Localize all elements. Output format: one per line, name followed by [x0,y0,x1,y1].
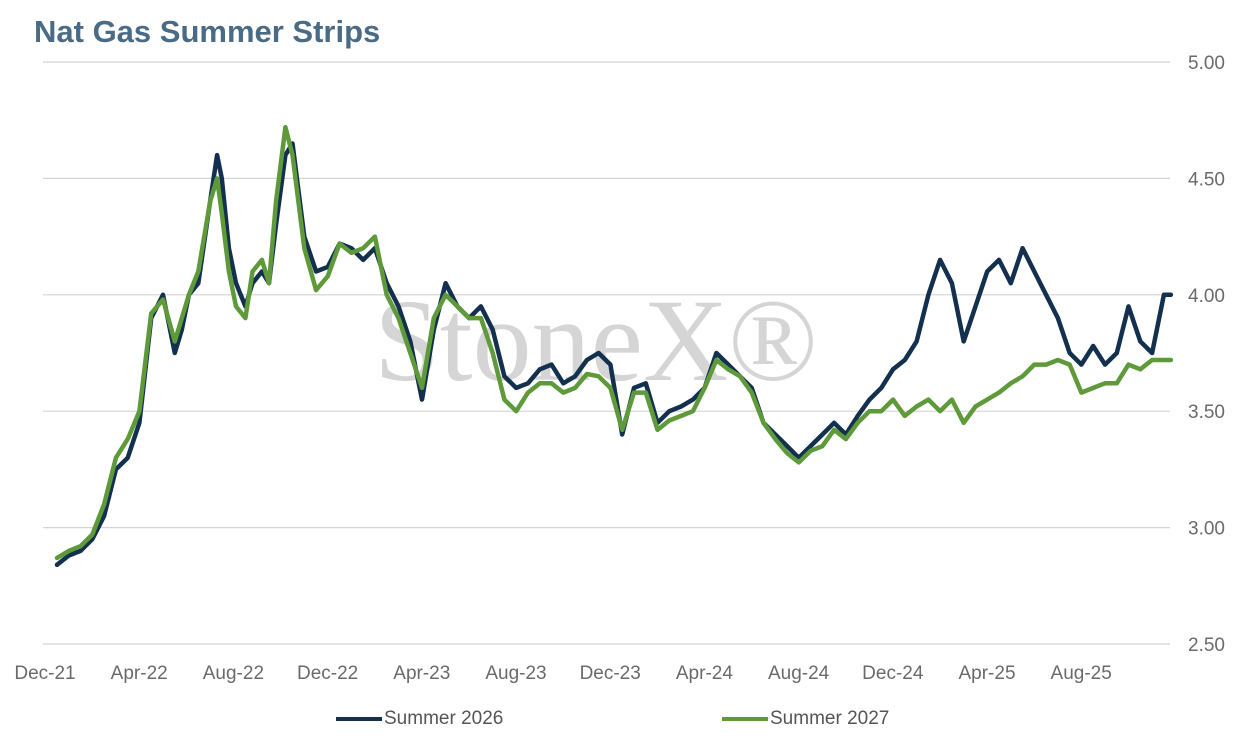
y-tick-label: 3.50 [1188,402,1225,423]
y-tick-label: 2.50 [1188,635,1225,656]
x-tick-label: Aug-23 [485,663,546,684]
legend-swatch-summer-2026 [336,717,382,721]
legend-label-summer-2027: Summer 2027 [770,708,890,729]
y-axis: 2.50 3.00 3.50 4.00 4.50 5.00 [1188,53,1225,656]
x-tick-label: Apr-24 [676,663,733,684]
legend-label-summer-2026: Summer 2026 [384,708,504,729]
x-tick-label: Aug-25 [1051,663,1112,684]
y-tick-label: 3.00 [1188,519,1225,540]
series-layer [54,124,1174,568]
x-tick-label: Aug-24 [768,663,830,684]
x-tick-label: Dec-23 [580,663,641,684]
grid-layer [43,61,1170,645]
x-tick-label: Dec-24 [862,663,924,684]
x-tick-label: Apr-23 [393,663,450,684]
chart-title: Nat Gas Summer Strips [34,14,381,49]
legend-swatch-summer-2027 [722,717,768,721]
series-line-summer-2027 [54,124,1174,561]
series-line-summer-2026 [54,141,1174,568]
x-tick-label: Dec-21 [14,663,75,684]
y-tick-label: 5.00 [1188,53,1225,74]
y-tick-label: 4.00 [1188,286,1225,307]
x-tick-label: Apr-25 [958,663,1015,684]
x-tick-label: Aug-22 [203,663,264,684]
x-axis: Dec-21 Apr-22 Aug-22 Dec-22 Apr-23 Aug-23 Dec-… [14,663,1111,684]
y-tick-label: 4.50 [1188,169,1225,190]
legend-item-summer-2027: Summer 2027 [722,707,889,731]
x-tick-label: Dec-22 [297,663,358,684]
x-tick-label: Apr-22 [111,663,168,684]
legend-item-summer-2026: Summer 2026 [336,707,503,731]
